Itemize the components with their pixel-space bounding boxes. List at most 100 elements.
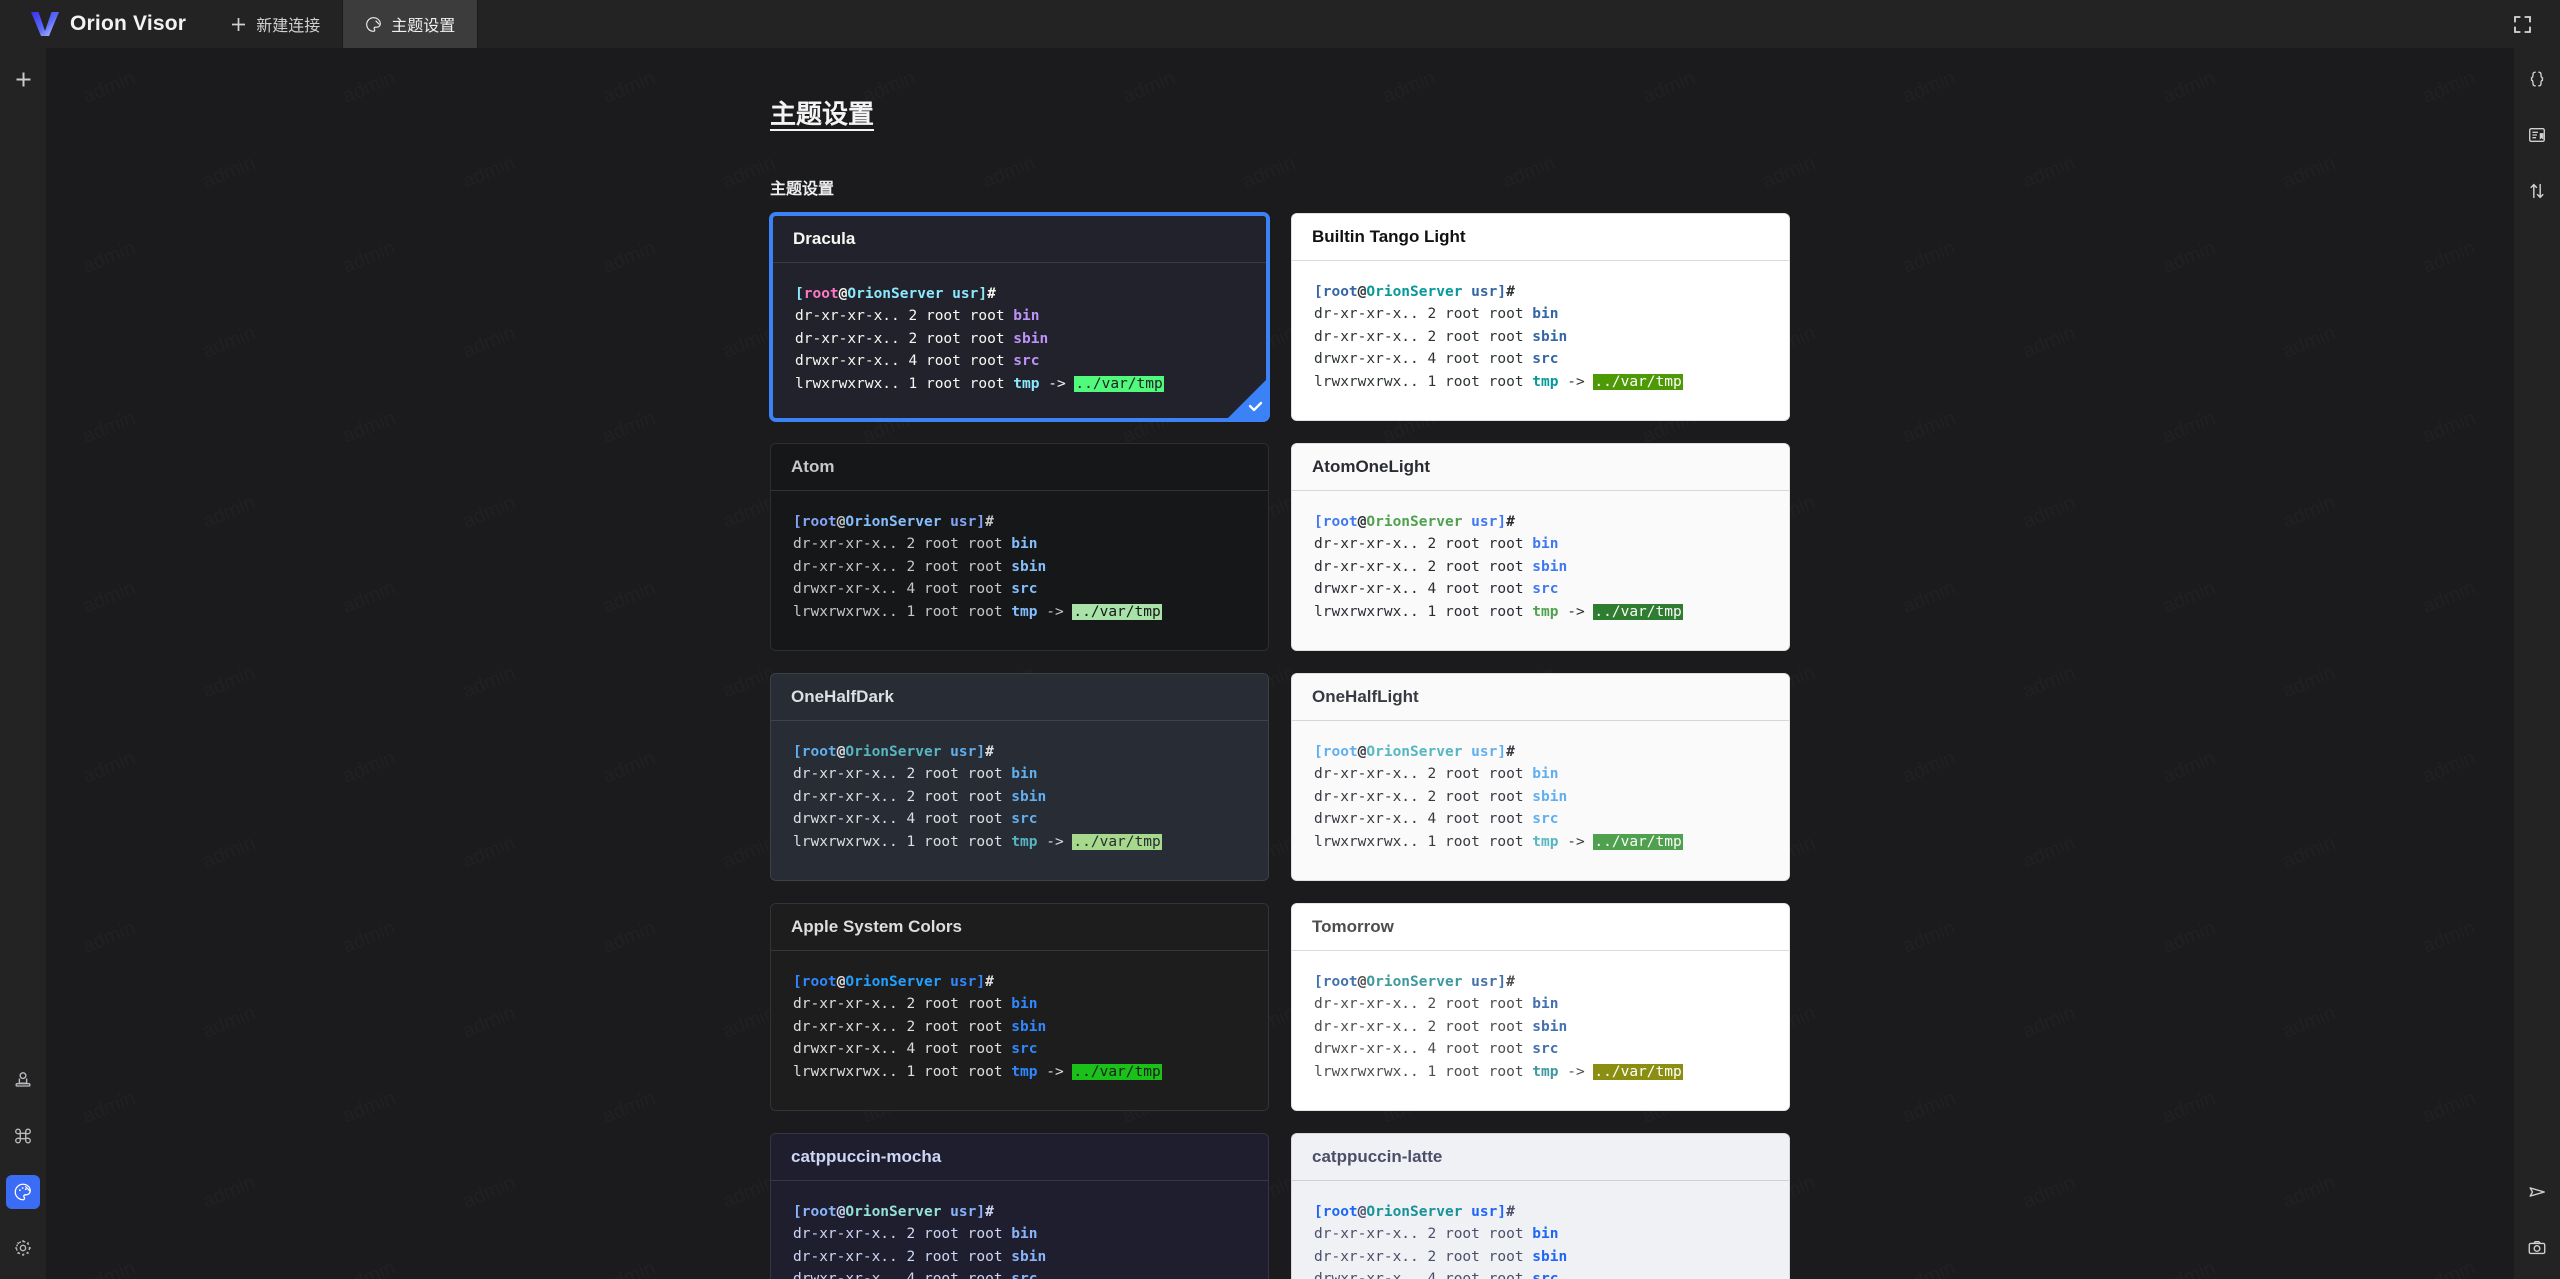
terminal-line: dr-xr-xr-x.. 2 root root sbin — [793, 558, 1047, 575]
terminal-line: dr-xr-xr-x.. 2 root root sbin — [1314, 1018, 1568, 1035]
terminal-line: [root@OrionServer usr]# — [793, 744, 994, 760]
rail-json-panel-button[interactable] — [2520, 62, 2554, 96]
terminal-line: [root@OrionServer usr]# — [793, 1204, 994, 1220]
fullscreen-button[interactable] — [2502, 4, 2542, 44]
terminal-line: dr-xr-xr-x.. 2 root root sbin — [1314, 1248, 1568, 1265]
terminal-line: [root@OrionServer usr]# — [1314, 1204, 1515, 1220]
tab-theme-settings[interactable]: 主题设置 — [343, 0, 479, 48]
terminal-line: drwxr-xr-x.. 4 root root src — [1314, 1268, 1767, 1279]
terminal-line: drwxr-xr-x.. 4 root root src — [793, 1268, 1246, 1279]
terminal-line: lrwxrwxrwx.. 1 root root tmp -> ../var/t… — [1314, 603, 1683, 620]
top-bar: Orion Visor 新建连接 主题设置 — [0, 0, 2560, 48]
terminal-line: dr-xr-xr-x.. 2 root root sbin — [1314, 558, 1568, 575]
rail-identity-button[interactable] — [6, 1063, 40, 1097]
theme-preview-terminal: [root@OrionServer usr]# dr-xr-xr-x.. 2 ro… — [771, 951, 1268, 1110]
terminal-line: [root@OrionServer usr]# — [1314, 284, 1515, 300]
rail-screenshot-button[interactable] — [2520, 1231, 2554, 1265]
terminal-line: dr-xr-xr-x.. 2 root root bin — [1314, 306, 1559, 323]
plus-icon — [232, 17, 246, 31]
theme-card-title: Atom — [771, 444, 1268, 491]
tab-new-connection[interactable]: 新建连接 — [208, 0, 344, 48]
rail-settings-button[interactable] — [6, 1231, 40, 1265]
theme-card[interactable]: Dracula [root@OrionServer usr]# dr-xr-xr-x… — [770, 213, 1269, 421]
theme-preview-terminal: [root@OrionServer usr]# dr-xr-xr-x.. 2 ro… — [1292, 721, 1789, 880]
terminal-line: drwxr-xr-x.. 4 root root src — [1314, 1041, 1559, 1058]
command-icon — [15, 1128, 31, 1144]
gear-icon — [15, 1240, 31, 1256]
theme-settings-page[interactable]: 主题设置 主题设置 Dracula [root@OrionServer usr]#… — [46, 48, 2514, 1279]
terminal-line: dr-xr-xr-x.. 2 root root bin — [1314, 996, 1559, 1013]
theme-card[interactable]: OneHalfLight [root@OrionServer usr]# dr-xr… — [1291, 673, 1790, 881]
section-title: 主题设置 — [770, 181, 835, 198]
terminal-line: dr-xr-xr-x.. 2 root root bin — [1314, 766, 1559, 783]
topbar-right-actions — [2502, 0, 2560, 48]
rail-transfer-panel-button[interactable] — [2520, 174, 2554, 208]
terminal-line: dr-xr-xr-x.. 2 root root bin — [1314, 536, 1559, 553]
palette-icon — [366, 16, 382, 32]
tab-label: 新建连接 — [256, 18, 321, 35]
plus-icon — [16, 72, 30, 86]
theme-card[interactable]: Apple System Colors [root@OrionServer usr… — [770, 903, 1269, 1111]
terminal-line: lrwxrwxrwx.. 1 root root tmp -> ../var/t… — [793, 833, 1162, 850]
theme-preview-terminal: [root@OrionServer usr]# dr-xr-xr-x.. 2 ro… — [771, 721, 1268, 880]
theme-card-title: OneHalfLight — [1292, 674, 1789, 721]
theme-card[interactable]: Tomorrow [root@OrionServer usr]# dr-xr-xr-… — [1291, 903, 1790, 1111]
terminal-line: drwxr-xr-x.. 4 root root src — [793, 581, 1038, 598]
theme-preview-terminal: [root@OrionServer usr]# dr-xr-xr-x.. 2 ro… — [1292, 261, 1789, 420]
theme-card-title: Dracula — [773, 216, 1266, 263]
theme-card-title: Builtin Tango Light — [1292, 214, 1789, 261]
terminal-line: dr-xr-xr-x.. 2 root root bin — [793, 536, 1038, 553]
left-rail — [0, 48, 46, 1279]
terminal-line: lrwxrwxrwx.. 1 root root tmp -> ../var/t… — [1314, 833, 1683, 850]
rail-new-connection-button[interactable] — [6, 62, 40, 96]
theme-card[interactable]: Builtin Tango Light [root@OrionServer usr… — [1291, 213, 1790, 421]
theme-card[interactable]: Atom [root@OrionServer usr]# dr-xr-xr-x.. … — [770, 443, 1269, 651]
terminal-line: dr-xr-xr-x.. 2 root root bin — [793, 996, 1038, 1013]
main-content: 主题设置 主题设置 Dracula [root@OrionServer usr]#… — [46, 48, 2514, 1279]
rail-shortcuts-button[interactable] — [6, 1119, 40, 1153]
theme-card-title: Apple System Colors — [771, 904, 1268, 951]
page-inner: 主题设置 主题设置 Dracula [root@OrionServer usr]#… — [760, 94, 1800, 1279]
theme-card[interactable]: catppuccin-latte [root@OrionServer usr]# d… — [1291, 1133, 1790, 1279]
terminal-line: drwxr-xr-x.. 4 root root src — [793, 811, 1038, 828]
body-row: 主题设置 主题设置 Dracula [root@OrionServer usr]#… — [0, 48, 2560, 1279]
tab-label: 主题设置 — [391, 18, 456, 35]
terminal-line: dr-xr-xr-x.. 2 root root sbin — [793, 1018, 1047, 1035]
terminal-line: [root@OrionServer usr]# — [795, 286, 996, 302]
orion-visor-logo-icon — [31, 12, 59, 36]
theme-card[interactable]: OneHalfDark [root@OrionServer usr]# dr-xr-… — [770, 673, 1269, 881]
theme-card-title: catppuccin-mocha — [771, 1134, 1268, 1181]
document-bookmark-icon — [2529, 127, 2545, 143]
terminal-line: dr-xr-xr-x.. 2 root root sbin — [1314, 788, 1568, 805]
transfer-arrows-icon — [2530, 183, 2544, 199]
terminal-line: drwxr-xr-x.. 4 root root src — [795, 353, 1040, 370]
terminal-line: dr-xr-xr-x.. 2 root root bin — [793, 1226, 1038, 1243]
fullscreen-icon — [2513, 15, 2531, 33]
theme-preview-terminal: [root@OrionServer usr]# dr-xr-xr-x.. 2 ro… — [773, 263, 1266, 418]
theme-card-title: catppuccin-latte — [1292, 1134, 1789, 1181]
theme-card[interactable]: catppuccin-mocha [root@OrionServer usr]# d… — [770, 1133, 1269, 1279]
brand: Orion Visor — [0, 0, 208, 48]
terminal-line: dr-xr-xr-x.. 2 root root sbin — [793, 1248, 1047, 1265]
theme-preview-terminal: [root@OrionServer usr]# dr-xr-xr-x.. 2 ro… — [771, 1181, 1268, 1279]
terminal-line: lrwxrwxrwx.. 1 root root tmp -> ../var/t… — [1314, 373, 1683, 390]
rail-snippets-panel-button[interactable] — [2520, 118, 2554, 152]
rail-send-command-button[interactable] — [2520, 1175, 2554, 1209]
right-rail — [2514, 48, 2560, 1279]
terminal-line: lrwxrwxrwx.. 1 root root tmp -> ../var/t… — [793, 1063, 1162, 1080]
terminal-line: lrwxrwxrwx.. 1 root root tmp -> ../var/t… — [795, 375, 1164, 392]
theme-preview-terminal: [root@OrionServer usr]# dr-xr-xr-x.. 2 ro… — [771, 491, 1268, 650]
terminal-line: lrwxrwxrwx.. 1 root root tmp -> ../var/t… — [793, 603, 1162, 620]
terminal-line: drwxr-xr-x.. 4 root root src — [793, 1041, 1038, 1058]
terminal-line: drwxr-xr-x.. 4 root root src — [1314, 351, 1559, 368]
theme-card[interactable]: AtomOneLight [root@OrionServer usr]# dr-xr… — [1291, 443, 1790, 651]
terminal-line: drwxr-xr-x.. 4 root root src — [1314, 581, 1559, 598]
theme-preview-terminal: [root@OrionServer usr]# dr-xr-xr-x.. 2 ro… — [1292, 491, 1789, 650]
terminal-line: lrwxrwxrwx.. 1 root root tmp -> ../var/t… — [1314, 1063, 1683, 1080]
palette-icon — [14, 1183, 31, 1201]
terminal-line: [root@OrionServer usr]# — [793, 974, 994, 990]
theme-preview-terminal: [root@OrionServer usr]# dr-xr-xr-x.. 2 ro… — [1292, 951, 1789, 1110]
rail-theme-settings-button[interactable] — [6, 1175, 40, 1209]
terminal-line: dr-xr-xr-x.. 2 root root sbin — [795, 330, 1049, 347]
send-icon — [2529, 1187, 2545, 1197]
